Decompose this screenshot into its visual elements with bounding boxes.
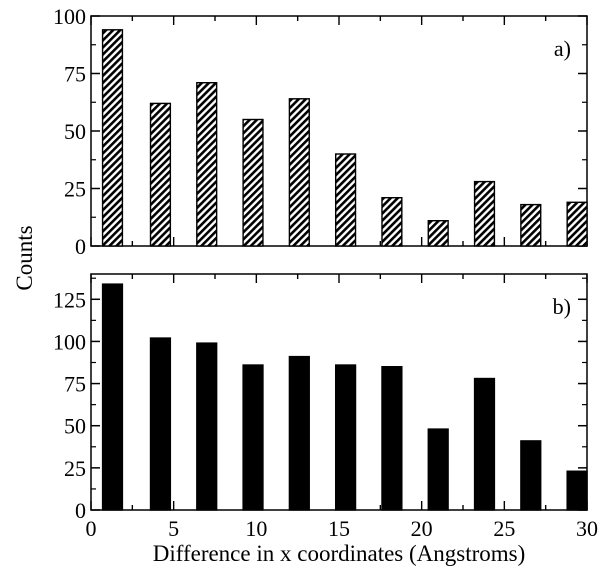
bar-b: [288, 355, 310, 511]
bar-a: [427, 219, 449, 247]
bar-a: [196, 81, 218, 247]
x-tick-label: 20: [411, 516, 433, 541]
bar-b: [427, 428, 449, 511]
bar-a: [101, 29, 124, 247]
y-tick-label-b: 75: [64, 372, 86, 397]
y-axis-title: Counts: [12, 225, 37, 290]
bar-b: [242, 364, 264, 511]
bar-b: [520, 440, 542, 511]
panel-b: 0 25 50 75 100 125 b) 0 5 10 15 20 25 30: [53, 273, 598, 541]
bar-b: [149, 337, 172, 511]
bar-b: [334, 364, 357, 511]
x-tick-label: 0: [86, 516, 97, 541]
y-tick-label-a: 50: [64, 119, 86, 144]
y-tick-label-a: 0: [75, 234, 86, 259]
x-tick-label: 5: [168, 516, 179, 541]
y-tick-label-b: 0: [75, 498, 86, 523]
y-tick-label-a: 25: [64, 177, 86, 202]
bar-b: [196, 342, 218, 511]
x-tick-label: 25: [493, 516, 515, 541]
x-tick-label: 30: [576, 516, 598, 541]
x-tick-label: 10: [245, 516, 267, 541]
bar-a: [520, 203, 542, 247]
y-tick-label-b: 25: [64, 456, 86, 481]
bar-a: [381, 196, 403, 247]
bar-b: [381, 366, 403, 511]
bar-b: [473, 377, 496, 511]
y-tick-label-b: 100: [53, 329, 86, 354]
bar-a: [334, 153, 357, 247]
y-tick-label-b: 125: [53, 287, 86, 312]
bar-a: [149, 102, 172, 247]
panel-label-a: a): [554, 36, 571, 61]
x-axis-title: Difference in x coordinates (Angstroms): [153, 541, 526, 566]
y-tick-label-a: 100: [53, 4, 86, 29]
bar-b: [566, 470, 588, 511]
bar-a: [566, 201, 588, 247]
bar-a: [242, 118, 264, 247]
panel-label-b: b): [553, 294, 571, 319]
y-tick-label-b: 50: [64, 414, 86, 439]
y-tick-label-a: 75: [64, 62, 86, 87]
bar-a: [288, 98, 310, 247]
bar-b: [101, 283, 124, 511]
bar-a: [473, 180, 496, 247]
panel-a: 0 25 50 75 100 a): [53, 4, 588, 259]
x-tick-label: 15: [328, 516, 350, 541]
